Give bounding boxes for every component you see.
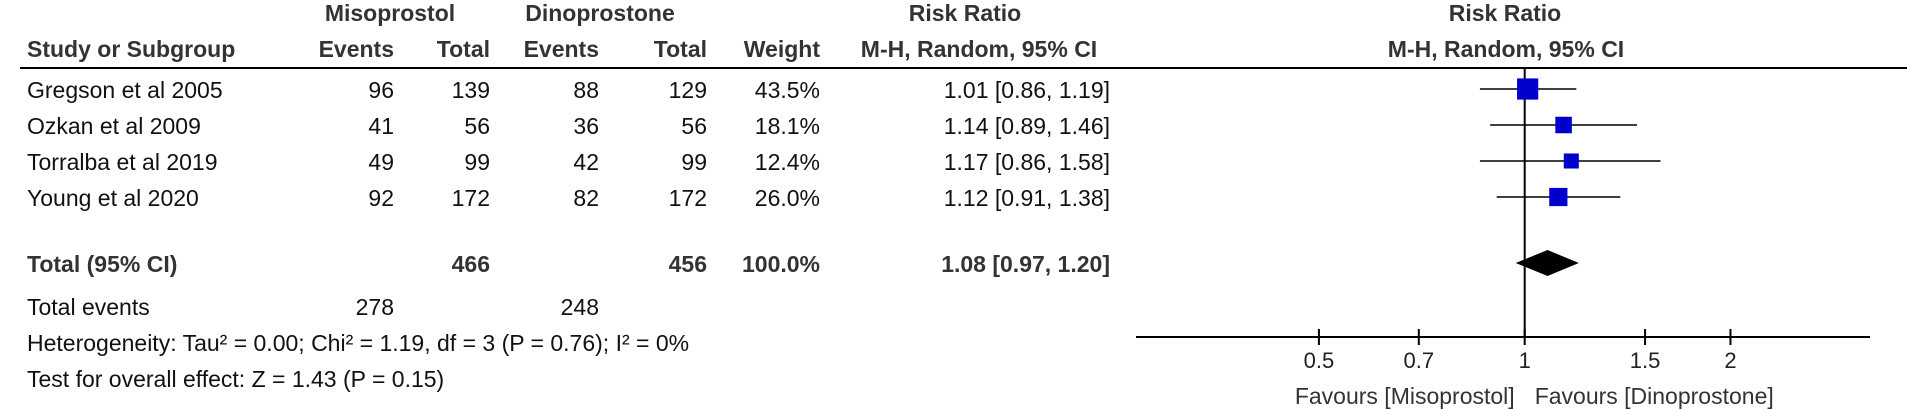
overall-effect-stats: Test for overall effect: Z = 1.43 (P = 0… [27, 366, 445, 392]
study-name: Torralba et al 2019 [27, 149, 218, 175]
ctl-events: 88 [573, 77, 599, 103]
exp-total: 139 [451, 77, 490, 103]
rr-text: 1.14 [0.89, 1.46] [943, 113, 1110, 139]
ctl-total: 129 [668, 77, 707, 103]
ctl-total: 172 [668, 185, 707, 211]
study-name: Young et al 2020 [27, 185, 199, 211]
ctl-events: 36 [573, 113, 599, 139]
rr-text: 1.01 [0.86, 1.19] [943, 77, 1110, 103]
rr-text: 1.12 [0.91, 1.38] [943, 185, 1110, 211]
exp-events: 92 [368, 185, 394, 211]
study-marker [1563, 153, 1579, 169]
ctl-events: 82 [573, 185, 599, 211]
weight-header: Weight [743, 36, 820, 62]
method-text-header: M-H, Random, 95% CI [860, 36, 1098, 62]
x-tick-label: 2 [1724, 348, 1736, 373]
weight: 12.4% [754, 149, 820, 175]
study-marker [1517, 78, 1539, 100]
exp-events: 96 [368, 77, 394, 103]
x-tick-label: 1.5 [1630, 348, 1661, 373]
ctl-total-header: Total [653, 36, 707, 62]
control-group-header: Dinoprostone [525, 0, 675, 26]
total-events-label: Total events [27, 294, 150, 320]
total-rr-text: 1.08 [0.97, 1.20] [941, 251, 1110, 277]
exp-total-header: Total [436, 36, 490, 62]
x-tick-label: 0.5 [1304, 348, 1335, 373]
study-column-header: Study or Subgroup [27, 36, 236, 62]
risk-ratio-plot-header: Risk Ratio [1448, 0, 1562, 26]
total-events-ctl: 248 [560, 294, 599, 320]
risk-ratio-text-header: Risk Ratio [908, 0, 1022, 26]
study-marker [1555, 116, 1572, 134]
method-plot-header: M-H, Random, 95% CI [1387, 36, 1625, 62]
experimental-group-header: Misoprostol [324, 0, 456, 26]
ctl-events: 42 [573, 149, 599, 175]
x-tick-label: 0.7 [1404, 348, 1435, 373]
total-ctl-total: 456 [668, 251, 707, 277]
ctl-total: 99 [681, 149, 707, 175]
exp-total: 99 [464, 149, 490, 175]
exp-events: 41 [368, 113, 394, 139]
heterogeneity-stats: Heterogeneity: Tau² = 0.00; Chi² = 1.19,… [27, 330, 690, 356]
study-marker [1549, 187, 1568, 207]
exp-total: 56 [464, 113, 490, 139]
total-weight: 100.0% [741, 251, 820, 277]
rr-text: 1.17 [0.86, 1.58] [943, 149, 1110, 175]
exp-events: 49 [368, 149, 394, 175]
study-name: Ozkan et al 2009 [27, 113, 201, 139]
weight: 18.1% [754, 113, 820, 139]
total-label: Total (95% CI) [27, 251, 178, 277]
weight: 43.5% [754, 77, 820, 103]
pooled-diamond [1515, 250, 1579, 276]
favours-left-label: Favours [Misoprostol] [1295, 383, 1515, 409]
total-exp-total: 466 [451, 251, 490, 277]
ctl-total: 56 [681, 113, 707, 139]
study-name: Gregson et al 2005 [27, 77, 223, 103]
ctl-events-header: Events [523, 36, 599, 62]
exp-total: 172 [451, 185, 490, 211]
favours-right-label: Favours [Dinoprostone] [1535, 383, 1774, 409]
total-events-exp: 278 [355, 294, 394, 320]
x-tick-label: 1 [1519, 348, 1531, 373]
exp-events-header: Events [318, 36, 394, 62]
weight: 26.0% [754, 185, 820, 211]
